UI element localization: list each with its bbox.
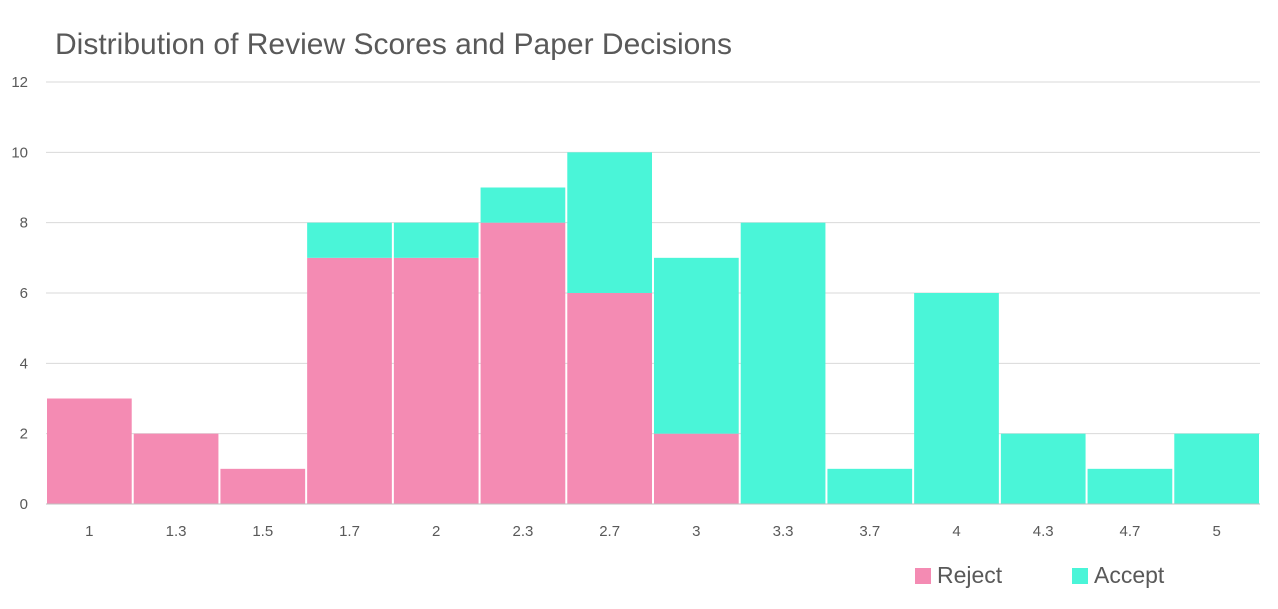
y-tick-label: 8	[20, 215, 28, 232]
bar-accept-3.3	[740, 222, 826, 504]
y-tick-label: 10	[11, 144, 28, 161]
x-tick-label: 2	[432, 523, 440, 540]
legend-item-accept: Accept	[1072, 562, 1164, 589]
y-tick-label: 2	[20, 426, 28, 443]
x-tick-label: 1.5	[252, 523, 273, 540]
legend-swatch-accept	[1072, 567, 1088, 584]
bar-reject-3	[654, 433, 739, 504]
bar-accept-1.7	[307, 222, 392, 258]
x-tick-label: 2.7	[599, 523, 620, 540]
y-tick-label: 4	[20, 355, 28, 372]
y-tick-label: 0	[20, 496, 28, 513]
x-tick-label: 1.7	[339, 523, 360, 540]
x-tick-label: 4	[952, 523, 960, 540]
bar-accept-4	[914, 293, 999, 504]
bar-reject-2.7	[567, 293, 652, 504]
x-tick-label: 5	[1212, 523, 1220, 540]
x-tick-label: 4.7	[1119, 523, 1140, 540]
x-tick-label: 1	[85, 523, 93, 540]
bar-accept-2	[393, 222, 479, 258]
x-tick-label: 4.3	[1033, 523, 1054, 540]
y-tick-label: 6	[20, 285, 28, 302]
bar-accept-5	[1174, 433, 1259, 504]
bar-accept-2.3	[480, 187, 566, 223]
bar-accept-2.7	[567, 152, 652, 293]
legend-label-reject: Reject	[937, 562, 1003, 588]
x-tick-label: 3	[692, 523, 700, 540]
bar-accept-4.7	[1087, 468, 1173, 504]
legend-label-accept: Accept	[1094, 562, 1165, 588]
bar-reject-1.5	[220, 468, 306, 504]
bar-reject-2	[393, 257, 479, 504]
bar-accept-3	[654, 257, 739, 434]
y-tick-label: 12	[11, 74, 28, 91]
bar-reject-1	[47, 398, 132, 504]
bar-accept-4.3	[1000, 433, 1086, 504]
x-tick-label: 1.3	[166, 523, 187, 540]
bar-reject-1.3	[133, 433, 219, 504]
bar-reject-1.7	[307, 257, 392, 504]
legend-item-reject: Reject	[915, 562, 1002, 589]
x-tick-label: 3.3	[773, 523, 794, 540]
bar-reject-2.3	[480, 222, 566, 504]
chart-title: Distribution of Review Scores and Paper …	[55, 28, 732, 61]
x-tick-label: 3.7	[859, 523, 880, 540]
legend-swatch-reject	[915, 567, 931, 584]
bar-accept-3.7	[827, 468, 913, 504]
x-tick-label: 2.3	[512, 523, 533, 540]
